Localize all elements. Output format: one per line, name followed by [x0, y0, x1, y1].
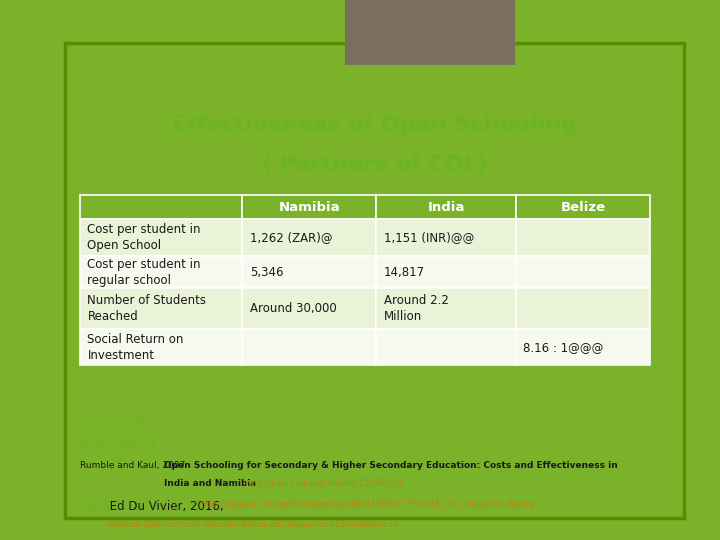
- Bar: [243, 288, 377, 329]
- Text: @@@: @@@: [80, 500, 115, 512]
- Text: 14,817: 14,817: [384, 266, 425, 279]
- Text: Number of Students
Reached: Number of Students Reached: [87, 294, 207, 323]
- Text: Rumble and Kaul, 2007: Rumble and Kaul, 2007: [80, 461, 188, 470]
- Text: Around 2.2
Million: Around 2.2 Million: [384, 294, 449, 323]
- Text: 5,346: 5,346: [250, 266, 284, 279]
- Bar: [80, 195, 243, 219]
- Text: Cost per student in
regular school: Cost per student in regular school: [87, 258, 201, 287]
- Bar: [80, 288, 243, 329]
- Text: Open Schooling for Secondary & Higher Secondary Education: Costs and Effectivene: Open Schooling for Secondary & Higher Se…: [163, 461, 617, 470]
- Bar: [516, 219, 650, 256]
- Bar: [516, 195, 650, 219]
- Text: India: India: [428, 200, 465, 214]
- Text: Ed Du Vivier, 2016,: Ed Du Vivier, 2016,: [106, 500, 224, 512]
- Bar: [377, 288, 516, 329]
- Bar: [516, 256, 650, 288]
- Bar: [80, 219, 243, 256]
- Text: India and Namibia: India and Namibia: [163, 478, 256, 488]
- Bar: [345, 0, 515, 65]
- Text: http://dspace.col.org/bitstream/handle/11599/1777/2016_COL_Value-for-Money-: http://dspace.col.org/bitstream/handle/1…: [198, 500, 537, 509]
- Bar: [243, 219, 377, 256]
- Text: 1,151 (INR)@@: 1,151 (INR)@@: [384, 231, 474, 244]
- Bar: [243, 195, 377, 219]
- Text: @ 2007-08: @ 2007-08: [80, 415, 145, 428]
- Text: @@ 2004-05: @@ 2004-05: [80, 438, 156, 451]
- Text: Social Return on
Investment: Social Return on Investment: [87, 333, 184, 362]
- Bar: [243, 256, 377, 288]
- Text: http://basis.col.org/handle/11599/228: http://basis.col.org/handle/11599/228: [243, 478, 404, 488]
- Text: Around 30,000: Around 30,000: [250, 302, 337, 315]
- Text: Namibia: Namibia: [279, 200, 341, 214]
- Text: Effectiveness of Open Schooling: Effectiveness of Open Schooling: [172, 115, 577, 135]
- Text: Analysis-Open-Schools-Vanuatu-Belize.pdf?sequence=1&isAllowed=y: Analysis-Open-Schools-Vanuatu-Belize.pdf…: [106, 519, 400, 529]
- Text: ( Partners of COL): ( Partners of COL): [261, 155, 487, 175]
- Text: Cost per student in
Open School: Cost per student in Open School: [87, 223, 201, 252]
- Bar: [80, 329, 243, 365]
- Text: 8.16 : 1@@@: 8.16 : 1@@@: [523, 341, 604, 354]
- Bar: [377, 219, 516, 256]
- Bar: [80, 256, 243, 288]
- Bar: [243, 329, 377, 365]
- Text: 1,262 (ZAR)@: 1,262 (ZAR)@: [250, 231, 333, 244]
- Bar: [377, 256, 516, 288]
- Bar: [377, 329, 516, 365]
- Bar: [377, 195, 516, 219]
- Bar: [516, 288, 650, 329]
- Bar: [516, 329, 650, 365]
- Text: Belize: Belize: [560, 200, 606, 214]
